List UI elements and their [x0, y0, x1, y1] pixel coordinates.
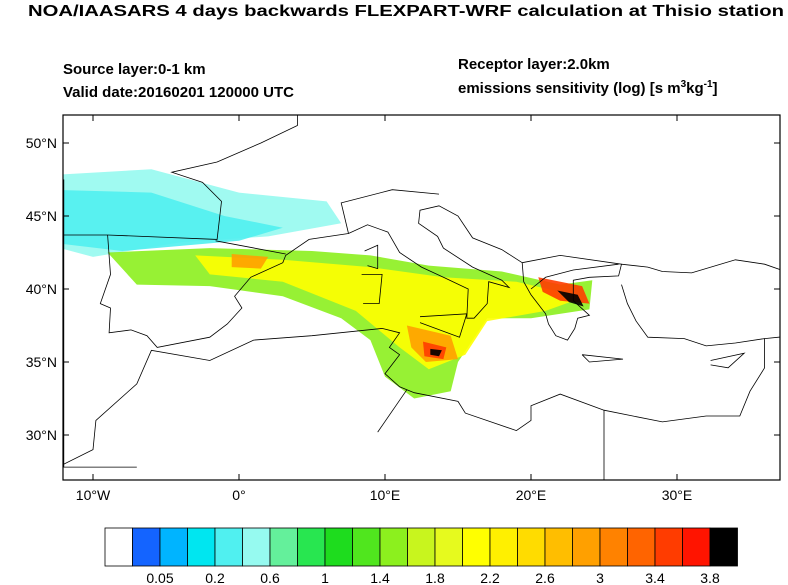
coastline — [340, 189, 440, 234]
colorbar-swatch — [544, 527, 573, 567]
colorbar-swatch — [489, 527, 518, 567]
units-sup: -1 — [704, 79, 713, 90]
plume-area — [430, 348, 442, 357]
plume-area — [557, 290, 584, 307]
colorbar-swatch — [269, 527, 298, 567]
coastline — [63, 179, 137, 468]
lon-label: 10°W — [76, 487, 111, 503]
colorbar-label: 0.2 — [205, 570, 225, 585]
colorbar-swatch — [242, 527, 271, 567]
units-sup: 3 — [681, 79, 687, 90]
colorbar-swatch — [297, 527, 326, 567]
colorbar-swatch — [572, 527, 601, 567]
map-ticks: 50°N 45°N 40°N 35°N 30°N 10°W 0° 10°E 20°E 30°E — [26, 115, 780, 503]
lat-label: 30°N — [26, 427, 57, 443]
lat-label: 35°N — [26, 354, 57, 370]
colorbar-swatch — [324, 527, 353, 567]
colorbar-swatch — [132, 527, 161, 567]
plume-area — [195, 255, 583, 370]
title: NOA/IAASARS 4 days backwards FLEXPART-WR… — [28, 3, 784, 20]
lat-label: 45°N — [26, 208, 57, 224]
colorbar-swatch — [379, 527, 408, 567]
lat-label: 40°N — [26, 281, 57, 297]
coastline — [522, 254, 622, 265]
lon-label: 10°E — [370, 487, 401, 503]
coastline — [63, 115, 298, 240]
colorbar-label: 1.4 — [370, 570, 390, 585]
lon-label: 20°E — [516, 487, 547, 503]
colorbar-swatch — [352, 527, 381, 567]
coastline — [710, 352, 746, 369]
lon-label: 0° — [232, 487, 245, 503]
coastline — [99, 205, 780, 348]
colorbar: 0.05 0.2 0.6 1 1.4 1.8 2.2 2.6 3 3.4 3.8 — [104, 527, 738, 585]
units-text: ] — [713, 80, 718, 97]
colorbar-swatch — [599, 527, 628, 567]
units-label: emissions sensitivity (log) [s m3kg-1] — [458, 79, 718, 97]
colorbar-label: 2.2 — [480, 570, 500, 585]
lat-label: 50°N — [26, 135, 57, 151]
coastline — [419, 313, 468, 338]
coastline — [63, 284, 765, 466]
colorbar-swatch — [654, 527, 683, 567]
receptor-layer: Receptor layer:2.0km — [458, 56, 610, 73]
map — [63, 115, 780, 480]
coastline — [377, 389, 408, 433]
source-layer: Source layer:0-1 km — [63, 61, 206, 78]
coastline — [530, 263, 619, 290]
colorbar-label: 2.6 — [535, 570, 555, 585]
units-text: emissions sensitivity (log) [s m — [458, 80, 681, 97]
plume-area — [231, 254, 269, 269]
coastline — [764, 336, 780, 339]
coastline — [215, 240, 286, 255]
colorbar-swatch — [104, 527, 133, 567]
colorbar-label: 0.6 — [260, 570, 280, 585]
coastline — [581, 354, 624, 363]
colorbar-swatch — [159, 527, 188, 567]
colorbar-swatch — [434, 527, 463, 567]
lon-label: 30°E — [662, 487, 693, 503]
colorbar-swatch — [462, 527, 491, 567]
colorbar-label: 1 — [321, 570, 329, 585]
colorbar-swatch — [214, 527, 243, 567]
colorbar-swatch — [627, 527, 656, 567]
colorbar-swatch — [709, 527, 738, 567]
map-frame — [62, 114, 781, 481]
colorbar-label: 3.8 — [700, 570, 720, 585]
valid-date: Valid date:20160201 120000 UTC — [63, 84, 294, 101]
colorbar-label: 0.05 — [146, 570, 173, 585]
colorbar-label: 3 — [596, 570, 604, 585]
plume-area — [406, 325, 458, 362]
colorbar-swatch — [682, 527, 711, 567]
colorbar-swatch — [517, 527, 546, 567]
colorbar-label: 1.8 — [425, 570, 445, 585]
coastline — [364, 244, 379, 270]
coastline — [361, 274, 383, 304]
colorbar-swatch — [187, 527, 216, 567]
units-text: kg — [686, 80, 704, 97]
colorbar-label: 3.4 — [645, 570, 665, 585]
colorbar-swatch — [407, 527, 436, 567]
